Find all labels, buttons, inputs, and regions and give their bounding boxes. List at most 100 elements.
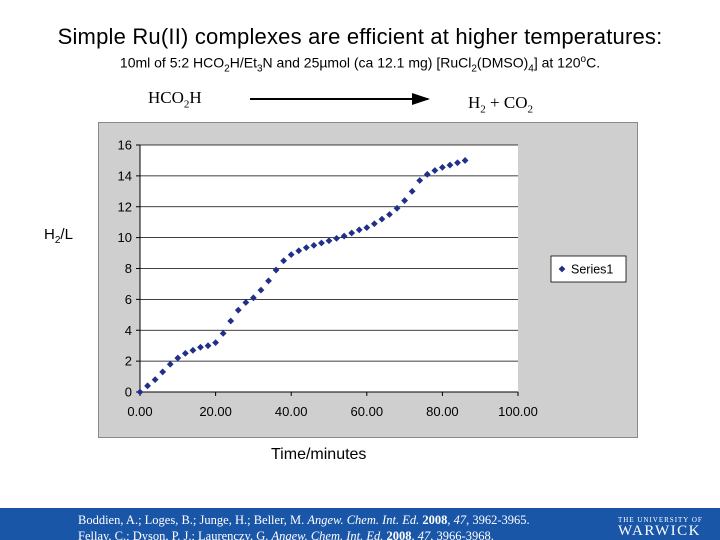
ref-volume: , 47 [411,529,431,540]
x-tick-label: 100.00 [498,404,538,419]
legend-marker [558,265,566,273]
legend-label: Series1 [571,263,613,277]
data-point [355,226,363,234]
y-tick-label: 14 [118,168,132,183]
y-tick-label: 6 [125,292,132,307]
subtitle-text: H/Et [229,54,257,71]
subtitle-subscript: 3 [256,63,263,75]
subtitle-subscript: 4 [528,63,534,75]
ref-pages: , 3962-3965. [466,513,530,527]
reaction-product: H2 + CO2 [468,93,533,115]
data-point [265,277,272,285]
reaction-reactant: HCO2H [148,88,202,110]
data-point [272,266,280,274]
data-point [340,232,348,240]
x-tick-label: 40.00 [275,404,308,419]
data-point [166,360,174,368]
footer-bar: Boddien, A.; Loges, B.; Junge, H.; Belle… [0,508,720,540]
data-point [439,163,446,171]
subtitle-superscript: o [580,54,587,65]
data-point [227,317,235,325]
reference-2: Fellay, C.; Dyson, P. J.; Laurenczy, G. … [78,528,494,540]
ref-pages: , 3966-3968. [430,529,494,540]
data-point [250,294,257,302]
product-text: H [468,93,481,112]
y-axis-label-subscript: 2 [54,235,61,246]
reactant-text: HCO [148,88,184,107]
data-point [257,286,265,294]
reaction-arrow [250,93,430,105]
subtitle-text: N and 25µmol (ca 12.1 mg) [RuCl [262,54,472,71]
data-point [431,167,439,174]
ref-year: 2008 [383,529,412,540]
data-point [295,247,303,255]
y-tick-label: 12 [118,199,132,214]
y-tick-label: 16 [118,138,132,153]
reactant-subscript: 2 [183,98,190,111]
data-point [416,177,424,184]
x-axis-label: Time/minutes [271,446,367,463]
university-logo-small: THE UNIVERSITY OF [618,516,703,524]
reference-1: Boddien, A.; Loges, B.; Junge, H.; Belle… [78,512,530,528]
data-point [423,170,431,178]
data-point [378,215,386,223]
ref-year: 2008 [419,513,448,527]
y-tick-label: 8 [125,261,132,276]
x-tick-label: 20.00 [199,404,232,419]
data-point [454,159,461,167]
data-point [181,350,189,357]
data-point [234,306,242,314]
data-point [310,241,318,249]
subtitle-subscript: 2 [224,63,230,75]
data-point [370,220,378,228]
product-subscript: 2 [480,103,486,116]
data-point [408,187,416,195]
university-logo: WARWICK [618,523,701,539]
data-point [151,376,159,384]
subtitle-subscript: 2 [471,63,477,75]
slide-title: Simple Ru(II) complexes are efficient at… [57,24,663,49]
subtitle-text: (DMSO) [476,54,529,71]
data-point [333,234,340,242]
x-tick-label: 80.00 [426,404,459,419]
x-tick-label: 0.00 [127,404,152,419]
ref-journal: Angew. Chem. Int. Ed. [307,513,420,527]
data-point [197,343,204,351]
y-tick-label: 4 [125,323,132,338]
data-point [144,382,151,390]
data-point [287,251,295,259]
data-point [393,204,401,212]
subtitle-text: 10ml of 5:2 HCO [119,54,225,71]
data-point [325,237,333,245]
data-point [446,161,454,169]
data-point [318,239,325,247]
ref-authors: Boddien, A.; Loges, B.; Junge, H.; Belle… [78,513,308,527]
slide-subtitle: 10ml of 5:2 HCO2H/Et3N and 25µmol (ca 12… [0,54,720,74]
reactant-text: H [189,88,202,107]
data-point [302,244,310,252]
data-point [212,339,219,346]
data-point [401,197,408,204]
data-point [189,346,197,354]
data-point [242,299,250,306]
data-point [348,229,356,237]
y-tick-label: 2 [125,354,132,369]
y-tick-label: 0 [125,385,132,400]
data-point [174,354,182,362]
ref-volume: , 47 [447,513,467,527]
y-axis-label-text: H [44,226,55,243]
ref-journal: Angew. Chem. Int. Ed. [271,529,384,540]
data-point [136,388,144,396]
data-point [461,157,469,164]
data-point [280,257,288,265]
data-point [219,329,227,337]
y-axis-label-text: /L [60,226,73,243]
ref-authors: Fellay, C.; Dyson, P. J.; Laurenczy, G. [78,529,272,540]
data-point [159,368,167,376]
product-text: + CO [485,93,528,112]
product-subscript: 2 [527,103,533,116]
subtitle-text: ] at 120 [533,54,581,71]
data-point [204,342,212,350]
y-axis-label: H2/L [44,226,73,246]
